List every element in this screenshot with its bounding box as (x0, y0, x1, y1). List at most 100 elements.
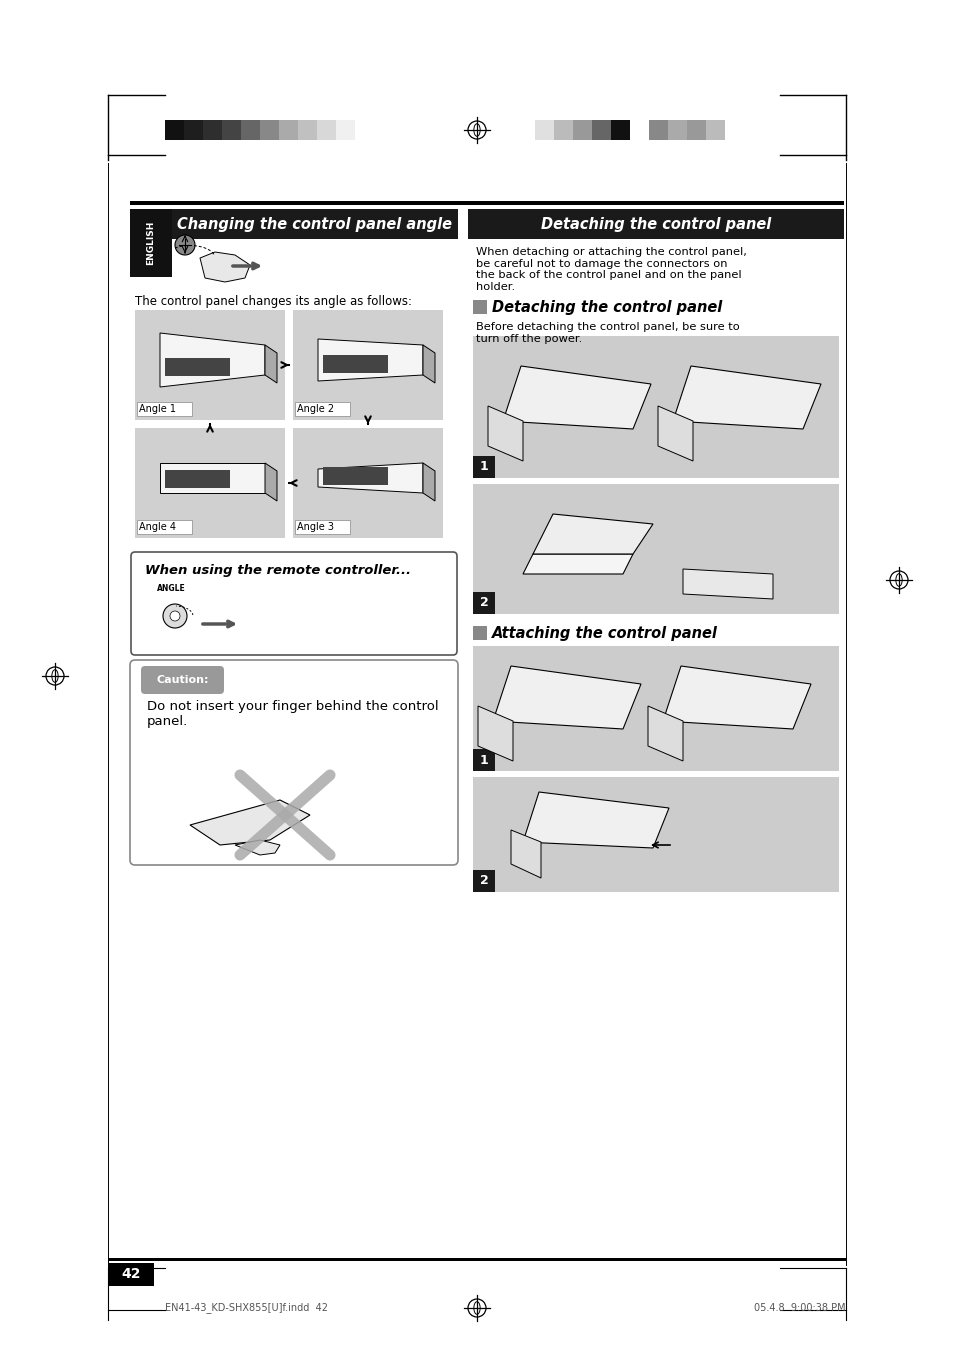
Text: ENGLISH: ENGLISH (147, 220, 155, 265)
Bar (554, 120, 573, 141)
Polygon shape (477, 707, 513, 761)
Polygon shape (265, 345, 276, 382)
Bar (165, 358, 230, 376)
Polygon shape (647, 707, 682, 761)
Text: 1: 1 (479, 461, 488, 473)
Bar (473, 457, 495, 478)
Bar (473, 646, 838, 771)
Bar (135, 428, 285, 538)
Bar (535, 120, 554, 141)
Text: 05.4.8  9:00:38 PM: 05.4.8 9:00:38 PM (754, 1302, 845, 1313)
Bar (473, 300, 486, 313)
Bar (108, 1258, 845, 1260)
Bar (648, 120, 667, 141)
Bar (316, 120, 335, 141)
Bar (294, 520, 350, 534)
Bar (241, 120, 260, 141)
Bar (473, 777, 838, 892)
Text: Angle 2: Angle 2 (296, 404, 334, 413)
Polygon shape (200, 253, 250, 282)
Polygon shape (672, 366, 821, 430)
Text: Before detaching the control panel, be sure to
turn off the power.: Before detaching the control panel, be s… (476, 322, 739, 343)
Polygon shape (522, 554, 633, 574)
Text: When detaching or attaching the control panel,
be careful not to damage the conn: When detaching or attaching the control … (476, 247, 746, 292)
Text: Attaching the control panel: Attaching the control panel (492, 626, 717, 640)
Polygon shape (662, 666, 810, 730)
Text: 42: 42 (121, 1267, 141, 1282)
Bar (686, 120, 705, 141)
Text: Detaching the control panel: Detaching the control panel (492, 300, 721, 315)
Bar (323, 467, 388, 485)
Polygon shape (522, 792, 668, 848)
Bar (629, 120, 648, 141)
Polygon shape (317, 339, 422, 381)
Circle shape (174, 235, 194, 255)
Bar (473, 336, 838, 478)
Polygon shape (682, 569, 772, 598)
Polygon shape (190, 800, 310, 844)
Bar (335, 120, 355, 141)
Polygon shape (317, 463, 422, 493)
Bar (297, 120, 316, 141)
Bar (473, 748, 495, 771)
Polygon shape (488, 407, 522, 461)
Text: ANGLE: ANGLE (157, 584, 186, 593)
Bar (323, 355, 388, 373)
Bar (203, 120, 222, 141)
Bar (165, 470, 230, 488)
FancyBboxPatch shape (130, 661, 457, 865)
Bar (473, 484, 838, 613)
Bar (137, 403, 192, 416)
FancyBboxPatch shape (131, 553, 456, 655)
Bar (135, 309, 285, 420)
Bar (293, 428, 442, 538)
Circle shape (163, 604, 187, 628)
Polygon shape (502, 366, 650, 430)
Polygon shape (511, 830, 540, 878)
FancyBboxPatch shape (141, 666, 224, 694)
Bar (473, 592, 495, 613)
Circle shape (170, 611, 180, 621)
Text: Angle 1: Angle 1 (139, 404, 175, 413)
Polygon shape (160, 332, 265, 386)
Bar (473, 870, 495, 892)
Bar (705, 120, 724, 141)
Bar (184, 120, 203, 141)
Bar (130, 201, 843, 205)
Bar (473, 626, 486, 640)
Polygon shape (234, 840, 280, 855)
Text: 2: 2 (479, 597, 488, 609)
Polygon shape (422, 463, 435, 501)
Text: Detaching the control panel: Detaching the control panel (540, 216, 770, 231)
Polygon shape (160, 463, 265, 493)
Bar (222, 120, 241, 141)
Polygon shape (422, 345, 435, 382)
Text: When using the remote controller...: When using the remote controller... (145, 563, 411, 577)
Bar (130, 209, 172, 277)
Bar (137, 520, 192, 534)
Text: Changing the control panel angle: Changing the control panel angle (177, 216, 452, 231)
Text: Angle 3: Angle 3 (296, 521, 334, 532)
Text: Angle 4: Angle 4 (139, 521, 175, 532)
Bar (293, 309, 442, 420)
Bar (172, 209, 457, 239)
Bar (592, 120, 610, 141)
Polygon shape (658, 407, 692, 461)
Text: Do not insert your finger behind the control
panel.: Do not insert your finger behind the con… (147, 700, 438, 728)
Text: 1: 1 (479, 754, 488, 766)
Bar (667, 120, 686, 141)
Bar (573, 120, 592, 141)
Bar (108, 1263, 153, 1286)
Text: 2: 2 (479, 874, 488, 888)
Polygon shape (265, 463, 276, 501)
Bar (294, 403, 350, 416)
Bar (260, 120, 278, 141)
Polygon shape (493, 666, 640, 730)
Text: The control panel changes its angle as follows:: The control panel changes its angle as f… (135, 295, 412, 308)
Text: EN41-43_KD-SHX855[U]f.indd  42: EN41-43_KD-SHX855[U]f.indd 42 (165, 1302, 328, 1313)
Bar (278, 120, 297, 141)
Bar (610, 120, 629, 141)
Bar (165, 120, 184, 141)
Polygon shape (533, 513, 652, 554)
Bar (468, 209, 843, 239)
